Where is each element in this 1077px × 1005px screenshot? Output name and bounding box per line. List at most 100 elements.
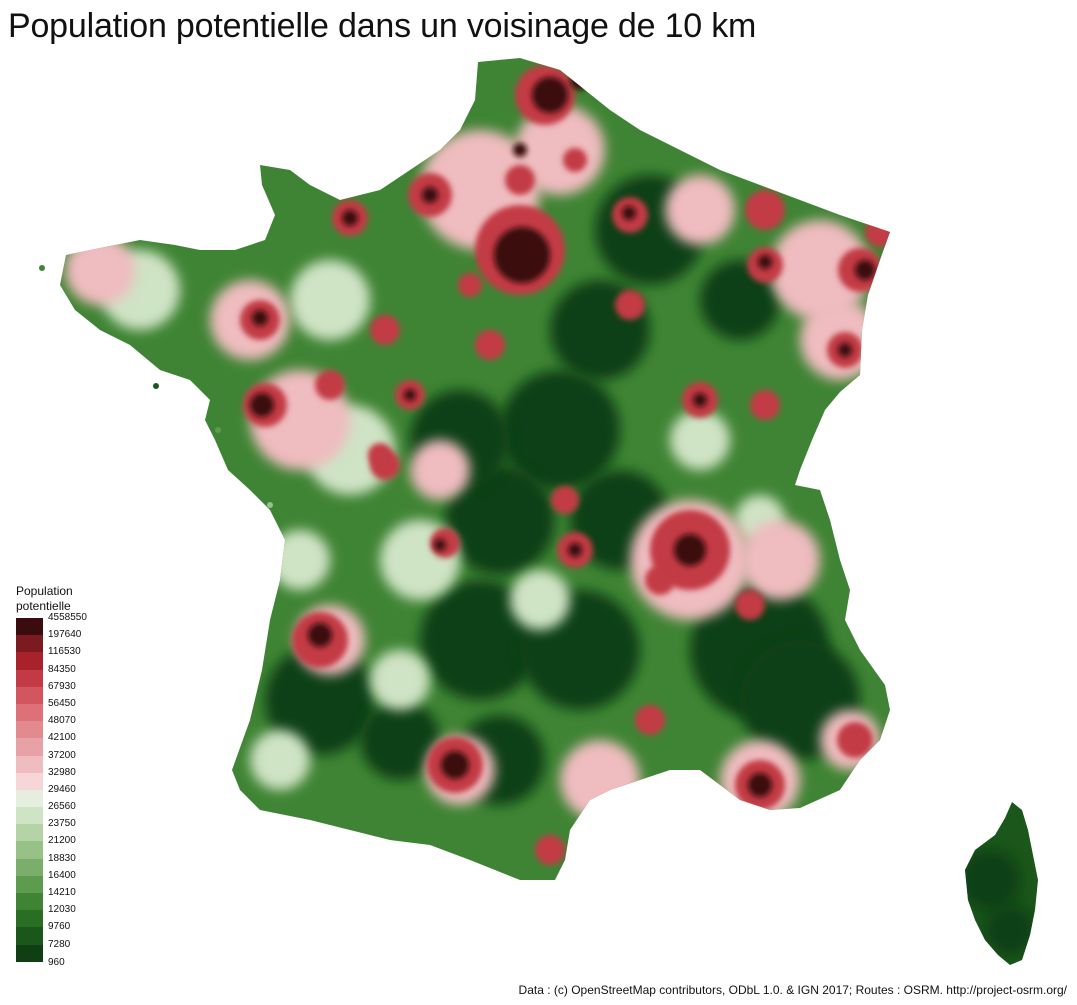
legend-row: 4558550 (16, 612, 136, 636)
density-blob (693, 393, 707, 407)
density-blob (422, 187, 438, 203)
legend-break-label: 26560 (48, 801, 76, 813)
legend-break-label: 4558550 (48, 612, 87, 623)
legend-swatch (16, 772, 43, 790)
legend-swatch (16, 635, 43, 653)
density-blob (960, 850, 1020, 910)
density-blob (532, 77, 568, 113)
density-blob (865, 217, 895, 247)
density-blob (513, 143, 527, 157)
legend-row: 26560 (16, 801, 136, 825)
legend-break-label: 12030 (48, 904, 76, 916)
density-blob (65, 235, 135, 305)
density-blob (270, 530, 330, 590)
density-blob (838, 343, 852, 357)
density-blob (252, 310, 268, 326)
density-blob (985, 905, 1035, 955)
density-blob (645, 565, 675, 595)
legend-swatch (16, 824, 43, 842)
legend-swatch (16, 910, 43, 928)
legend-swatch (16, 789, 43, 808)
legend-break-label: 197640 (48, 629, 82, 641)
legend-swatch (16, 893, 43, 911)
legend-row: 84350 (16, 664, 136, 687)
legend-swatch (16, 703, 43, 722)
density-blob (635, 705, 665, 735)
legend-row: 16400 (16, 870, 136, 893)
legend-row: 29460 (16, 784, 136, 808)
legend-break-label: 116530 (48, 646, 81, 658)
legend-title: Population potentielle (16, 584, 73, 613)
density-blob (748, 773, 772, 797)
map-legend: Population potentielle 4558550 197640 1165… (16, 584, 136, 968)
density-blob (622, 206, 636, 220)
legend-swatch (16, 755, 43, 773)
legend-row: 14210 (16, 887, 136, 911)
density-blob (665, 175, 735, 245)
legend-row: 12030 (16, 904, 136, 928)
legend-swatch (16, 721, 43, 739)
density-blob (563, 148, 587, 172)
density-blob (615, 290, 645, 320)
density-blob (445, 465, 555, 575)
density-blob (370, 315, 400, 345)
legend-swatch (16, 738, 43, 756)
map-title: Population potentielle dans un voisinage… (8, 7, 757, 45)
legend-swatch (16, 875, 43, 893)
legend-row: 23750 (16, 818, 136, 842)
legend-swatch (16, 927, 43, 945)
density-blob (674, 534, 706, 566)
density-blob (740, 520, 820, 600)
density-blob (510, 570, 570, 630)
legend-break-label: 9760 (48, 921, 71, 933)
density-blob (505, 165, 535, 195)
density-blob (515, 105, 605, 195)
legend-swatch (16, 686, 43, 704)
density-blob (250, 393, 274, 417)
density-blob (855, 260, 875, 280)
density-blob (360, 700, 440, 780)
data-credits: Data : (c) OpenStreetMap contributors, O… (518, 983, 1067, 997)
legend-swatch (16, 858, 43, 876)
legend-row: 116530 (16, 646, 136, 670)
legend-scale: 4558550 197640 116530 84350 67930 56450 48070 4… (16, 612, 136, 968)
density-blob (670, 410, 730, 470)
legend-row: 56450 (16, 698, 136, 722)
legend-break-label: 14210 (48, 887, 76, 898)
small-islands (39, 265, 273, 508)
density-blob (837, 722, 873, 758)
density-blob (290, 260, 370, 340)
legend-row: 37200 (16, 750, 136, 773)
density-blob (434, 539, 446, 551)
density-blob (535, 835, 565, 865)
density-blob (420, 580, 540, 700)
density-blob (342, 210, 358, 226)
legend-break-label: 32980 (48, 766, 76, 778)
density-blob (568, 543, 582, 557)
legend-break-label: 29460 (48, 783, 76, 795)
density-blob (758, 255, 772, 269)
density-blob (735, 590, 765, 620)
density-blob (750, 390, 780, 420)
legend-break-label: 960 (48, 956, 65, 968)
density-blob (475, 330, 505, 360)
density-blob (500, 370, 620, 490)
legend-row: 197640 (16, 629, 136, 653)
density-layer (65, 65, 1035, 955)
legend-break-label: 84350 (48, 663, 76, 675)
density-blob (441, 751, 469, 779)
legend-row: 42100 (16, 732, 136, 756)
legend-swatch (16, 944, 43, 962)
legend-swatch (16, 841, 43, 859)
legend-break-label: 23750 (48, 818, 76, 830)
density-blob (308, 623, 332, 647)
legend-swatch (16, 618, 43, 636)
density-blob (404, 389, 416, 401)
legend-break-label: 7280 (48, 938, 71, 950)
density-blob (410, 440, 470, 500)
legend-break-label: 42100 (48, 732, 76, 744)
legend-row: 18830 (16, 853, 136, 876)
legend-swatch (16, 669, 43, 687)
legend-row: 9760 (16, 921, 136, 945)
